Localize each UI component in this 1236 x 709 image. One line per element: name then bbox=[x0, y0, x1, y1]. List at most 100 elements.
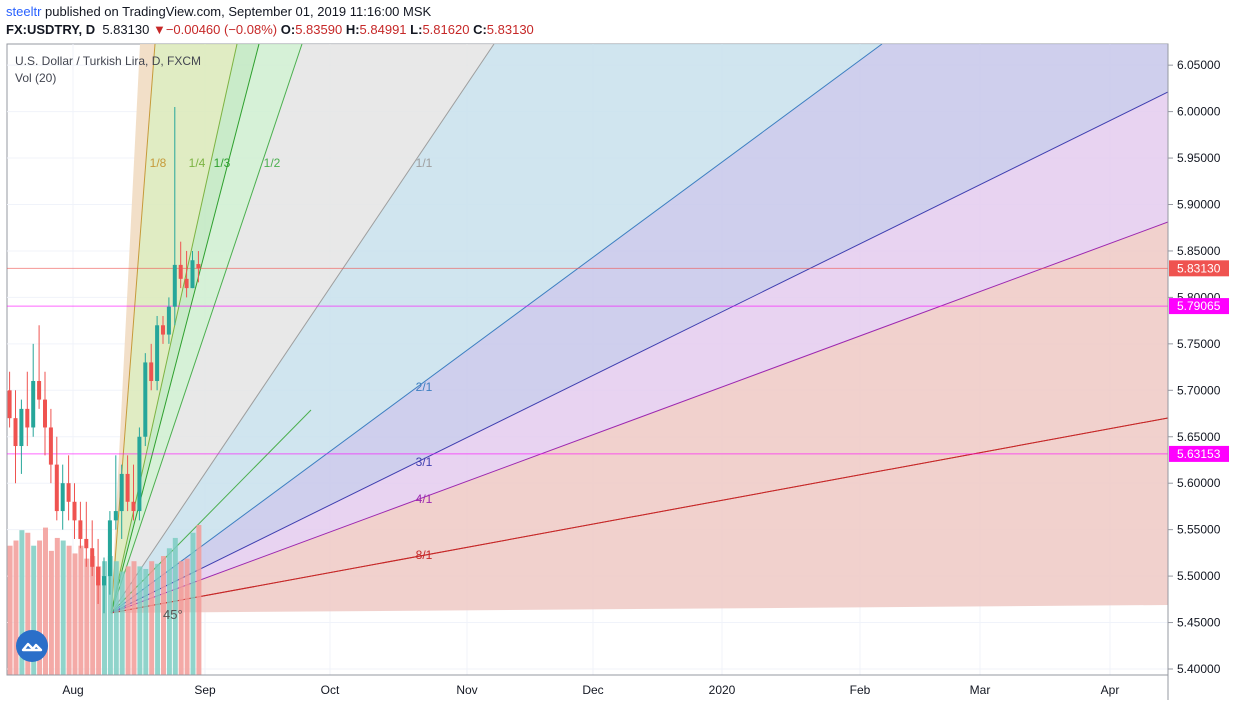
gann-fan-label: 3/1 bbox=[416, 455, 433, 469]
gann-fan-label: 2/1 bbox=[416, 380, 433, 394]
price-label-text: 5.63153 bbox=[1177, 447, 1221, 461]
price-label-text: 5.79065 bbox=[1177, 299, 1221, 313]
gann-fan-labels: 1/8 1/4 1/3 1/2 1/1 2/1 3/1 4/1 8/1 bbox=[150, 156, 433, 562]
time-tick-label: Mar bbox=[970, 683, 991, 697]
volume-bar bbox=[31, 545, 37, 675]
volume-bar bbox=[137, 566, 143, 675]
candle-body bbox=[166, 306, 171, 335]
gann-fan-line bbox=[110, 221, 1168, 614]
candle-body bbox=[119, 473, 124, 512]
gann-fan-label: 1/3 bbox=[214, 156, 231, 170]
volume-bar bbox=[13, 540, 19, 675]
candle-body bbox=[54, 464, 59, 512]
gann-fan-label: 1/8 bbox=[150, 156, 167, 170]
volume-bar bbox=[78, 545, 84, 675]
volume-bars bbox=[7, 525, 202, 675]
candle-body bbox=[172, 264, 177, 307]
price-tick-label: 5.75000 bbox=[1177, 337, 1221, 351]
candle-body bbox=[13, 418, 18, 447]
candle-body bbox=[90, 548, 95, 567]
publish-text: published on TradingView.com, September … bbox=[45, 4, 432, 19]
gann-fan-line bbox=[110, 44, 260, 614]
publish-info: steeltr published on TradingView.com, Se… bbox=[6, 4, 431, 19]
down-arrow-icon: ▼ bbox=[152, 22, 166, 37]
gann-fan-line bbox=[110, 417, 1168, 614]
chart-title: U.S. Dollar / Turkish Lira, D, FXCM bbox=[15, 54, 201, 68]
time-axis[interactable]: Aug Sep Oct Nov Dec 2020 Feb Mar Apr bbox=[62, 683, 1119, 697]
candle-body bbox=[72, 501, 77, 521]
price-tick-label: 6.00000 bbox=[1177, 105, 1221, 119]
price-tick-label: 5.90000 bbox=[1177, 198, 1221, 212]
gann-fan-line bbox=[110, 44, 238, 614]
candle-body bbox=[66, 483, 71, 502]
candle-body bbox=[102, 576, 106, 586]
volume-bar bbox=[25, 532, 31, 675]
time-tick-label: Dec bbox=[582, 683, 603, 697]
gann-fan-line bbox=[110, 44, 883, 614]
candle-body bbox=[96, 566, 101, 586]
price-axis[interactable]: 6.050006.000005.950005.900005.850005.800… bbox=[1168, 58, 1221, 676]
volume-bar bbox=[113, 561, 119, 675]
last-price: 5.83130 bbox=[102, 22, 150, 37]
price-tick-label: 6.05000 bbox=[1177, 58, 1221, 72]
candle-body bbox=[31, 381, 36, 428]
volume-bar bbox=[131, 561, 137, 675]
candle-body bbox=[190, 260, 195, 289]
volume-bar bbox=[196, 525, 202, 675]
time-tick-label: Oct bbox=[321, 683, 340, 697]
candle-body bbox=[131, 501, 136, 512]
volume-bar bbox=[43, 527, 48, 675]
candle-body bbox=[78, 520, 83, 539]
candle-body bbox=[60, 483, 65, 512]
volume-legend: Vol (20) bbox=[15, 71, 56, 85]
candle-body bbox=[25, 408, 30, 428]
high-value: 5.84991 bbox=[359, 22, 407, 37]
ohlc-bar: FX:USDTRY, D 5.83130 ▼−0.00460 (−0.08%) … bbox=[6, 22, 534, 37]
volume-bar bbox=[102, 561, 107, 675]
candles bbox=[7, 106, 201, 614]
volume-bar bbox=[48, 550, 54, 675]
candle-body bbox=[184, 278, 189, 289]
volume-bar bbox=[84, 558, 90, 675]
volume-bar bbox=[66, 545, 72, 675]
price-tick-label: 5.40000 bbox=[1177, 662, 1221, 676]
gann-fan-line bbox=[110, 44, 303, 614]
time-tick-label: Nov bbox=[456, 683, 477, 697]
volume-bar bbox=[37, 540, 43, 675]
tradingview-logo-icon bbox=[16, 630, 48, 662]
author-link[interactable]: steeltr bbox=[6, 4, 42, 19]
candle-body bbox=[84, 538, 89, 549]
price-label-text: 5.83130 bbox=[1177, 261, 1221, 275]
price-tick-label: 5.70000 bbox=[1177, 383, 1221, 397]
gann-fan-label: 1/4 bbox=[189, 156, 206, 170]
candle-body bbox=[161, 325, 165, 335]
open-label: O: bbox=[280, 22, 296, 37]
candle-body bbox=[125, 473, 130, 502]
price-label-box bbox=[1169, 298, 1229, 315]
gann-fan-label: 8/1 bbox=[416, 548, 433, 562]
price-tick-label: 5.60000 bbox=[1177, 476, 1221, 490]
candle-body bbox=[107, 520, 112, 577]
gann-fan-line bbox=[110, 91, 1168, 614]
symbol-label: FX:USDTRY, D bbox=[6, 22, 96, 37]
volume-bar bbox=[7, 545, 13, 675]
candle-body bbox=[19, 408, 24, 447]
candle-body bbox=[178, 264, 183, 279]
volume-bar bbox=[149, 561, 155, 675]
horizontal-lines[interactable] bbox=[7, 267, 1168, 455]
gann-fan[interactable] bbox=[110, 44, 1168, 614]
close-value: 5.83130 bbox=[486, 22, 534, 37]
volume-bar bbox=[184, 558, 190, 675]
price-label-box bbox=[1169, 260, 1229, 277]
time-tick-label: Aug bbox=[62, 683, 83, 697]
volume-bar bbox=[125, 566, 131, 675]
candle-body bbox=[7, 390, 12, 419]
high-label: H: bbox=[345, 22, 360, 37]
price-tick-label: 5.95000 bbox=[1177, 151, 1221, 165]
volume-bar bbox=[161, 556, 166, 675]
volume-bar bbox=[119, 571, 125, 675]
time-tick-label: Feb bbox=[850, 683, 871, 697]
gann-fan-line bbox=[110, 44, 495, 614]
volume-bar bbox=[178, 561, 184, 675]
